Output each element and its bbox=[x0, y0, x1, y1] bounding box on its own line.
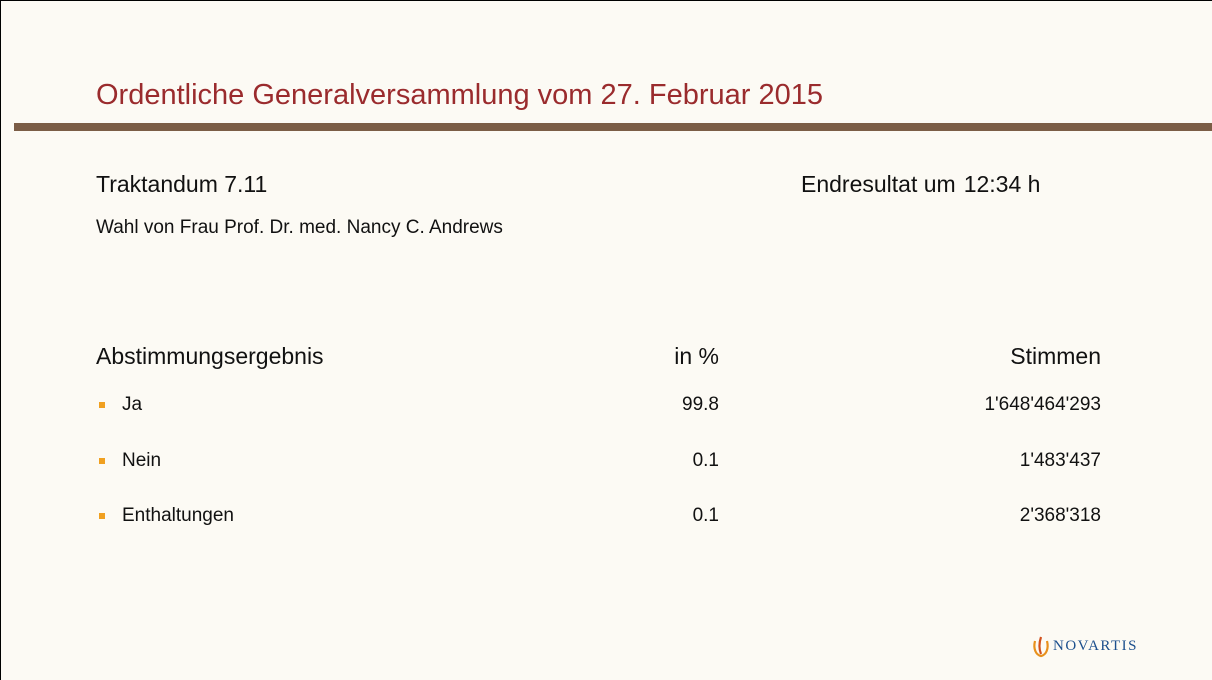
logo-text: NOVARTIS bbox=[1053, 638, 1139, 654]
row-label: Enthaltungen bbox=[122, 505, 234, 526]
row-percent: 0.1 bbox=[692, 450, 719, 471]
column-header: Abstimmungsergebnis bbox=[96, 343, 324, 369]
agenda-item: Traktandum 7.11 bbox=[96, 171, 268, 197]
agenda-description: Wahl von Frau Prof. Dr. med. Nancy C. An… bbox=[96, 217, 503, 238]
result-info: Endresultat um 12:34 h bbox=[801, 171, 1040, 198]
slide-title: Ordentliche Generalversammlung vom 27. F… bbox=[96, 79, 823, 111]
result-time: 12:34 h bbox=[963, 171, 1041, 197]
row-label: Nein bbox=[122, 450, 162, 471]
title-rule bbox=[14, 123, 1212, 131]
result-label: Endresultat um bbox=[801, 171, 956, 197]
row-label: Ja bbox=[122, 394, 143, 415]
row-votes: 2'368'318 bbox=[1019, 505, 1101, 526]
row-percent: 99.8 bbox=[682, 394, 719, 415]
logo-icon bbox=[1033, 636, 1049, 658]
column-header: Stimmen bbox=[1010, 343, 1101, 369]
bullet bbox=[99, 513, 105, 519]
bullet bbox=[99, 458, 105, 464]
column-header: in % bbox=[674, 343, 719, 369]
bullet bbox=[99, 402, 105, 408]
row-votes: 1'648'464'293 bbox=[984, 394, 1101, 415]
row-votes: 1'483'437 bbox=[1019, 450, 1101, 471]
row-percent: 0.1 bbox=[692, 505, 719, 526]
